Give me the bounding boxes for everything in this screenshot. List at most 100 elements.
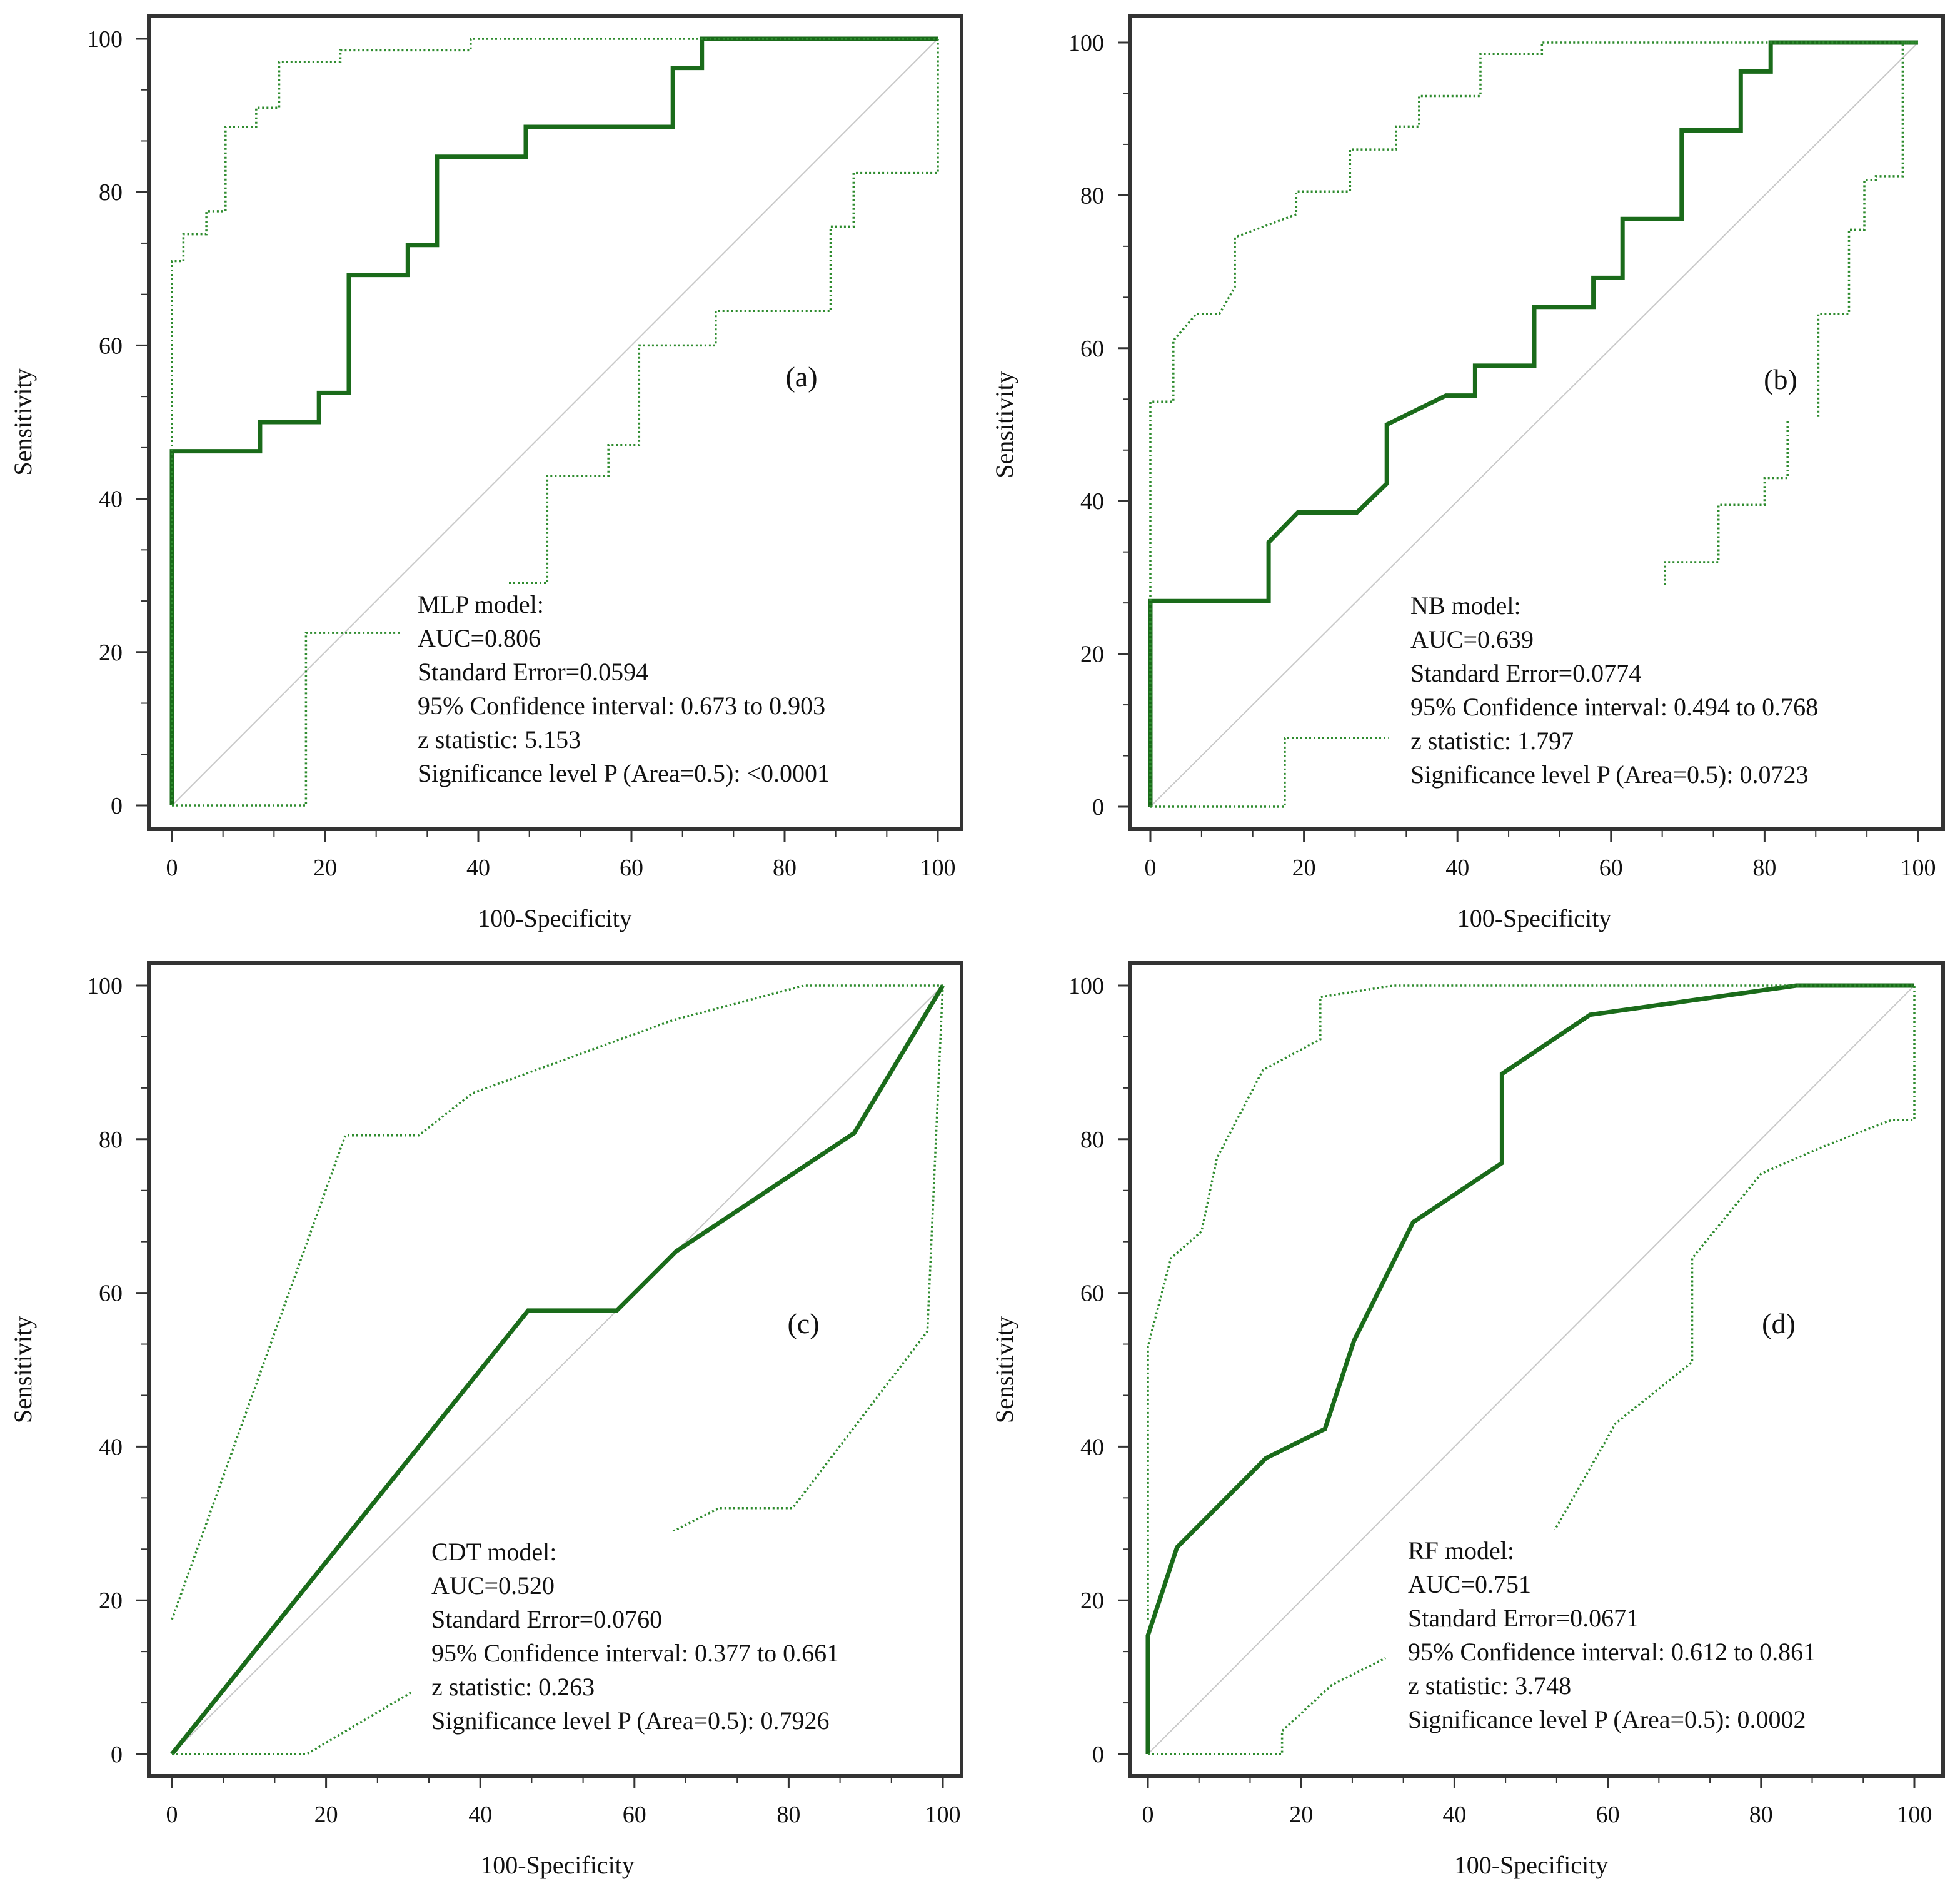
stats-line: 95% Confidence interval: 0.377 to 0.661: [431, 1639, 839, 1667]
stats-line: z statistic: 5.153: [418, 725, 581, 754]
x-tick-label: 60: [623, 1802, 646, 1828]
y-tick-label: 80: [1080, 1127, 1104, 1153]
panel-label: (b): [1764, 363, 1797, 395]
x-tick-label: 0: [1142, 1802, 1154, 1828]
stats-line: Significance level P (Area=0.5): 0.7926: [431, 1707, 829, 1735]
y-tick-label: 20: [1080, 1588, 1104, 1614]
stats-line: z statistic: 0.263: [431, 1673, 595, 1701]
x-tick-label: 20: [314, 1802, 338, 1828]
y-tick-label: 80: [99, 179, 123, 206]
stats-line: 95% Confidence interval: 0.494 to 0.768: [1410, 693, 1818, 721]
stats-background: [426, 1531, 920, 1742]
x-tick-label: 100: [920, 855, 956, 881]
stats-model-name: MLP model:: [418, 590, 544, 618]
y-tick-label: 60: [1080, 336, 1104, 362]
panel-label: (a): [785, 361, 817, 393]
panel-label: (c): [787, 1308, 819, 1339]
stats-line: 95% Confidence interval: 0.612 to 0.861: [1408, 1638, 1816, 1666]
y-tick-label: 40: [99, 487, 123, 513]
x-tick-label: 60: [620, 855, 643, 881]
y-tick-label: 100: [1068, 973, 1104, 999]
stats-line: Standard Error=0.0594: [418, 658, 648, 686]
stats-background: [1403, 1530, 1897, 1740]
stats-line: 95% Confidence interval: 0.673 to 0.903: [418, 692, 825, 720]
x-tick-label: 0: [1145, 855, 1157, 881]
x-tick-label: 0: [166, 1802, 178, 1828]
stats-line: AUC=0.806: [418, 624, 541, 652]
ci-upper-curve: [171, 984, 943, 1620]
y-tick-label: 0: [111, 793, 123, 819]
plot-frame: [1128, 14, 1945, 831]
x-tick-label: 20: [1292, 855, 1316, 881]
x-tick-label: 100: [1901, 855, 1936, 881]
reference-diagonal: [171, 985, 943, 1755]
x-tick-label: 40: [468, 1802, 492, 1828]
plot-frame: [147, 14, 963, 831]
reference-diagonal: [1147, 985, 1915, 1755]
ci-upper-curve: [1147, 984, 1914, 1620]
y-tick-label: 40: [1080, 1434, 1104, 1460]
x-axis-title: 100-Specificity: [480, 1851, 635, 1879]
x-tick-label: 80: [776, 1802, 800, 1828]
chart-panel-2: 0 20 40 60 80 100 0 20 40 60 80 100 100-Specificity S…: [990, 14, 1945, 932]
x-tick-label: 60: [1599, 855, 1623, 881]
stats-line: AUC=0.639: [1410, 625, 1534, 653]
ci-lower-curve: [172, 39, 939, 807]
ci-lower-curve: [172, 985, 944, 1755]
y-tick-label: 0: [111, 1742, 123, 1768]
roc-curve: [169, 36, 938, 805]
y-tick-label: 80: [99, 1127, 123, 1153]
ci-upper-curve: [171, 38, 938, 805]
y-tick-label: 20: [99, 1588, 123, 1614]
chart-panel-3: 0 20 40 60 80 100 0 20 40 60 80 100 100-Specificity S…: [9, 961, 963, 1879]
y-tick-label: 60: [99, 333, 123, 359]
stats-line: AUC=0.520: [431, 1571, 555, 1600]
chart-panel-4: 0 20 40 60 80 100 0 20 40 60 80 100 100-Specificity S…: [990, 961, 1945, 1879]
y-tick-label: 60: [99, 1281, 123, 1307]
x-tick-label: 40: [466, 855, 490, 881]
y-axis-title: Sensitivity: [9, 368, 37, 475]
stats-line: Standard Error=0.0760: [431, 1605, 662, 1633]
chart-panel-1: 0 20 40 60 80 100 0 20 40 60 80 100 100-Specificity S…: [9, 14, 963, 932]
x-tick-label: 80: [773, 855, 797, 881]
y-tick-label: 100: [87, 26, 123, 53]
y-tick-label: 80: [1080, 183, 1104, 209]
reference-diagonal: [1150, 42, 1919, 807]
x-axis-title: 100-Specificity: [478, 904, 632, 932]
stats-line: Significance level P (Area=0.5): <0.0001: [418, 759, 830, 787]
y-axis-title: Sensitivity: [9, 1316, 37, 1423]
y-tick-label: 20: [1080, 642, 1104, 668]
x-axis-title: 100-Specificity: [1454, 1851, 1609, 1879]
x-tick-label: 20: [1289, 1802, 1313, 1828]
plot-frame: [1128, 961, 1945, 1778]
y-tick-label: 40: [1080, 488, 1104, 515]
ci-lower-curve: [1148, 986, 1916, 1755]
x-axis-title: 100-Specificity: [1457, 904, 1612, 932]
stats-background: [413, 584, 907, 794]
ci-lower-curve: [1150, 41, 1918, 808]
reference-diagonal: [171, 38, 938, 806]
stats-line: z statistic: 1.797: [1410, 727, 1574, 755]
x-tick-label: 80: [1752, 855, 1776, 881]
x-tick-label: 100: [1897, 1802, 1932, 1828]
y-tick-label: 0: [1092, 1742, 1104, 1768]
plot-frame: [147, 961, 963, 1778]
x-tick-label: 20: [313, 855, 337, 881]
ci-upper-curve: [1149, 41, 1918, 807]
y-tick-label: 100: [1068, 30, 1104, 56]
y-axis-title: Sensitivity: [990, 1316, 1018, 1423]
stats-line: Significance level P (Area=0.5): 0.0723: [1410, 760, 1808, 789]
x-tick-label: 80: [1749, 1802, 1773, 1828]
roc-curve: [170, 984, 945, 1756]
y-tick-label: 20: [99, 640, 123, 666]
stats-line: Standard Error=0.0774: [1410, 659, 1641, 687]
stats-background: [1405, 585, 1899, 795]
stats-model-name: CDT model:: [431, 1538, 556, 1566]
x-tick-label: 0: [166, 855, 178, 881]
roc-curve: [1148, 40, 1918, 807]
y-tick-label: 100: [87, 973, 123, 999]
stats-line: AUC=0.751: [1408, 1570, 1531, 1598]
x-tick-label: 60: [1596, 1802, 1620, 1828]
y-tick-label: 0: [1092, 794, 1104, 820]
